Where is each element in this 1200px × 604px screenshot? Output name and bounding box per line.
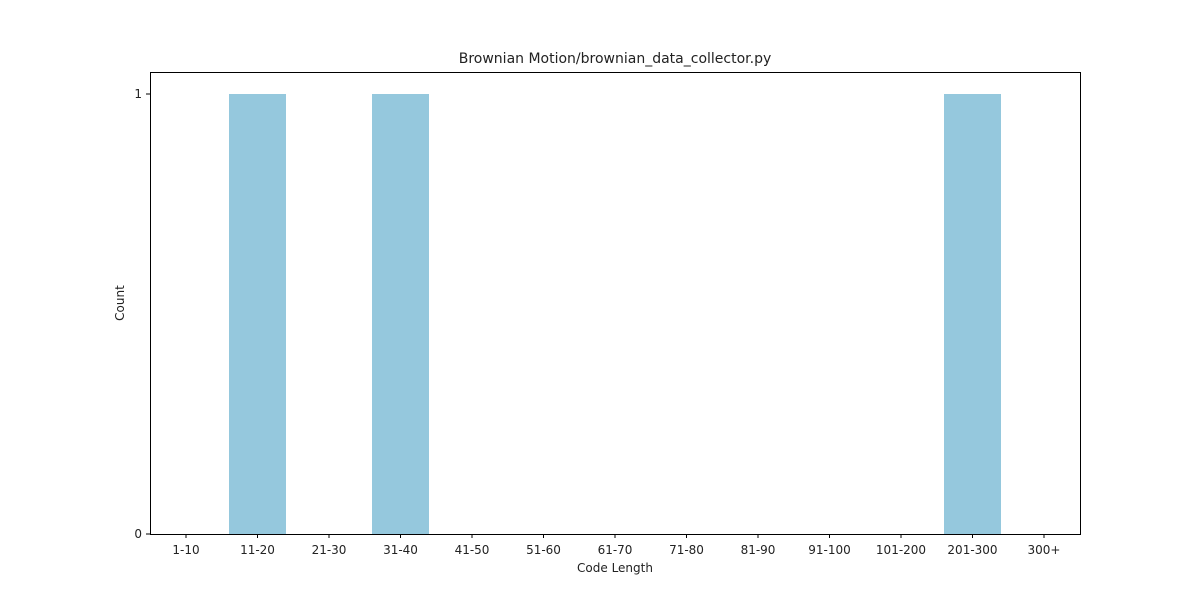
x-tick-label: 51-60 — [526, 543, 561, 557]
y-tick-label: 0 — [134, 527, 142, 541]
bar-31-40 — [372, 94, 429, 534]
y-axis-ticks: 01 — [134, 87, 150, 541]
x-tick-label: 1-10 — [172, 543, 199, 557]
x-tick-label: 81-90 — [741, 543, 776, 557]
plot-area-frame — [150, 72, 1081, 535]
x-tick-label: 91-100 — [808, 543, 851, 557]
x-tick-label: 300+ — [1028, 543, 1061, 557]
x-axis-label: Code Length — [577, 561, 653, 575]
y-tick-label: 1 — [134, 87, 142, 101]
x-tick-label: 31-40 — [383, 543, 418, 557]
x-tick-label: 61-70 — [598, 543, 633, 557]
bar-201-300 — [944, 94, 1001, 534]
bar-11-20 — [229, 94, 286, 534]
x-tick-label: 201-300 — [947, 543, 997, 557]
x-tick-label: 71-80 — [669, 543, 704, 557]
x-axis-ticks: 1-10 11-20 21-30 31-40 41-50 51-60 61-70 71-80 8… — [172, 534, 1060, 557]
x-tick-label: 21-30 — [312, 543, 347, 557]
x-tick-label: 11-20 — [240, 543, 275, 557]
chart-title: Brownian Motion/brownian_data_collector.… — [459, 51, 772, 67]
x-tick-label: 101-200 — [876, 543, 926, 557]
x-tick-label: 41-50 — [455, 543, 490, 557]
y-axis-label: Count — [113, 285, 127, 321]
bars-layer — [229, 94, 1001, 534]
